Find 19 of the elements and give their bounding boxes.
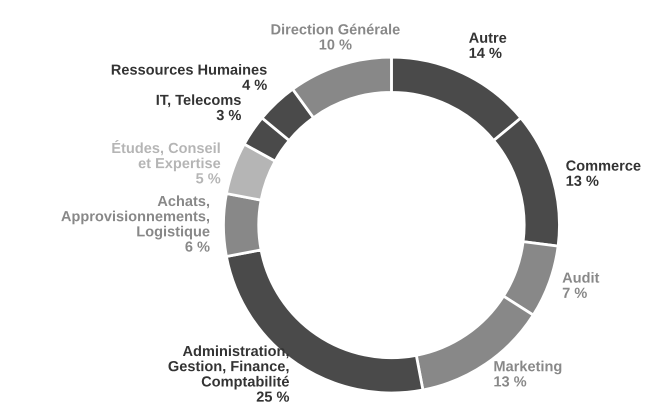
data-label: 13 % (494, 376, 526, 387)
data-label: 4 % (242, 80, 267, 90)
slice-label: Audit (562, 272, 600, 283)
data-label: 13 % (566, 176, 599, 186)
slice-label: Études, Conseil et Expertise (112, 140, 220, 172)
data-label: 6 % (185, 241, 210, 252)
data-label: 5 % (196, 173, 220, 184)
slice-label: IT, Telecoms (156, 94, 241, 108)
slice-label: Direction Générale (272, 24, 400, 34)
slice-label: Ressources Humaines (112, 64, 267, 75)
data-label: 10 % (320, 39, 352, 50)
data-label: 7 % (562, 288, 587, 298)
slice-label: Achats, Approvisionnements, Logistique (61, 195, 210, 240)
data-label: 25 % (256, 391, 290, 402)
slice-label: Marketing (494, 360, 562, 374)
slice-label: Autre (469, 32, 506, 43)
data-label: 3 % (216, 110, 241, 120)
data-label: 14 % (470, 48, 502, 58)
slice-label: Commerce (566, 160, 641, 171)
